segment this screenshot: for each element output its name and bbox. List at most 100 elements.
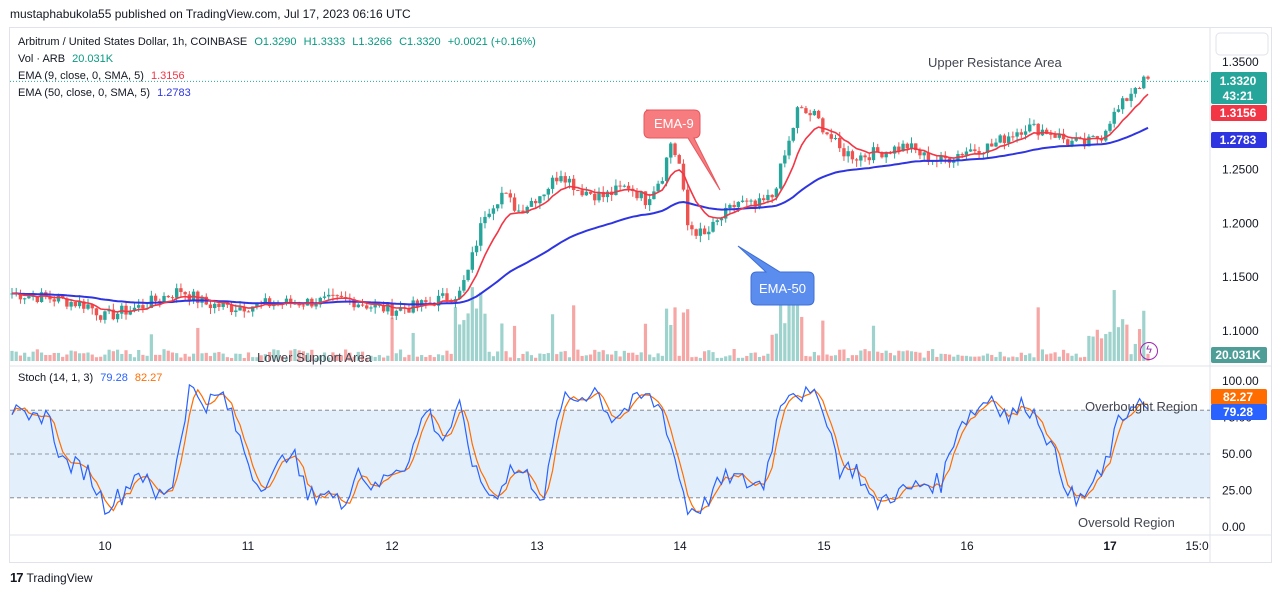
volume-bar [694, 356, 698, 361]
volume-bar [1121, 319, 1125, 361]
candle [225, 302, 230, 305]
volume-bar [593, 349, 597, 361]
volume-bar [327, 357, 331, 361]
candle [897, 146, 901, 152]
candle [825, 132, 829, 135]
volume-bar [973, 356, 977, 361]
candle [517, 210, 521, 212]
volume-bar [386, 355, 390, 361]
candle [22, 298, 27, 300]
volume-bar [795, 284, 800, 361]
candle [69, 301, 73, 307]
volume-bar [914, 351, 918, 361]
volume-bar [521, 353, 525, 361]
lightning-icon[interactable]: ϟ [1140, 342, 1158, 360]
candle [314, 304, 318, 307]
candle [521, 210, 525, 214]
price-tick-label: 1.1000 [1222, 324, 1259, 338]
volume-bar [842, 349, 846, 361]
candle [255, 302, 259, 307]
volume-bar [787, 300, 791, 361]
volume-bar [23, 352, 27, 361]
volume-bar [770, 334, 774, 361]
volume-bar [994, 357, 998, 361]
candle [973, 149, 977, 151]
volume-bar [1032, 357, 1036, 361]
stoch-label[interactable]: Stoch (14, 1, 3) [18, 372, 94, 384]
candle [871, 147, 876, 161]
volume-bar [352, 356, 356, 361]
symbol-name[interactable]: Arbitrum / United States Dollar, 1h, COI… [18, 36, 248, 48]
footer-brand[interactable]: 17 TradingView [10, 570, 93, 585]
volume-bar [825, 354, 829, 361]
candle [158, 300, 162, 302]
candle [377, 304, 382, 306]
candle [174, 288, 179, 298]
volume-bar [103, 354, 107, 361]
candle [867, 157, 871, 161]
volume-bar [588, 354, 593, 361]
candle [901, 143, 905, 152]
volume-bar [52, 352, 56, 361]
ema9-label[interactable]: EMA (9, close, 0, SMA, 5) [18, 70, 144, 82]
candle [360, 304, 365, 306]
volume-bar [698, 357, 702, 361]
time-tick-label: 17 [1103, 539, 1117, 553]
candle [846, 151, 850, 157]
candle [892, 146, 897, 154]
volume-bar [1112, 290, 1116, 361]
volume-bar [259, 355, 263, 361]
candle [327, 294, 331, 297]
volume-bar [48, 354, 52, 361]
volume-bar [225, 357, 229, 361]
volume-bar [669, 324, 673, 361]
candle [1057, 133, 1062, 138]
volume-bar [407, 354, 411, 361]
candle [567, 178, 572, 183]
candle [153, 295, 158, 301]
candle [390, 303, 394, 316]
volume-bar [601, 350, 605, 361]
candle [766, 194, 770, 201]
volume-bar [356, 351, 360, 361]
volume-bar [943, 354, 947, 361]
volume-bar [115, 349, 120, 361]
volume-bar [449, 353, 453, 361]
volume-bar [141, 354, 145, 361]
volume-bar [331, 352, 335, 361]
candle [656, 183, 660, 192]
volume-bar [411, 332, 415, 361]
candle [854, 159, 859, 161]
candle [580, 190, 584, 196]
volume-bar [643, 323, 648, 361]
volume-bar [567, 357, 572, 361]
volume-bar [749, 352, 753, 361]
candle [1002, 135, 1007, 143]
candle [487, 213, 491, 217]
volume-bar [618, 356, 622, 361]
candle [728, 204, 732, 208]
time-tick-label: 12 [385, 539, 399, 553]
volume-bar [18, 355, 23, 361]
volume-bar [517, 357, 521, 361]
volume-bar [238, 353, 242, 361]
volume-bar [745, 355, 749, 361]
volume-bar [255, 357, 259, 361]
ema50-label[interactable]: EMA (50, close, 0, SMA, 5) [18, 87, 151, 99]
volume-bar [111, 351, 115, 361]
candle [1146, 76, 1150, 79]
volume-label[interactable]: Vol · ARB [18, 53, 66, 65]
candle [555, 177, 559, 182]
time-tick-label: 11 [242, 539, 255, 553]
candle [740, 200, 745, 202]
volume-bar [512, 325, 517, 361]
volume-bar [724, 356, 728, 361]
legend-symbol: Arbitrum / United States Dollar, 1h, COI… [18, 36, 540, 48]
volume-bar [855, 355, 859, 361]
volume-bar [597, 351, 601, 361]
volume-bar [61, 356, 65, 361]
candle [690, 225, 694, 230]
volume-bar [1045, 354, 1049, 361]
candle [124, 305, 128, 315]
